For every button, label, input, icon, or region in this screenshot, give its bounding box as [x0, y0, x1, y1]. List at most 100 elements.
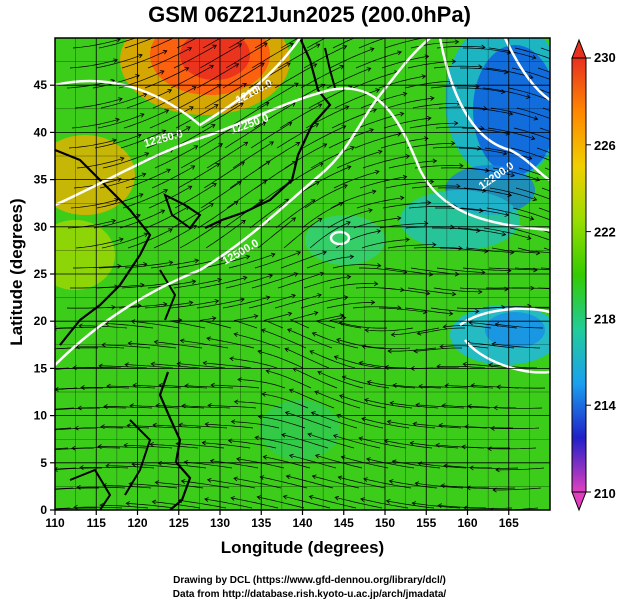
streamline-arrowhead: [168, 260, 174, 266]
streamline: [393, 384, 442, 389]
streamline: [307, 433, 355, 449]
streamline: [98, 446, 147, 449]
streamline: [461, 446, 510, 449]
streamline: [179, 424, 228, 429]
streamline-arrowhead: [245, 254, 251, 260]
streamline: [469, 467, 519, 469]
streamline: [79, 325, 128, 329]
streamline-arrowhead: [23, 430, 27, 434]
streamline: [72, 367, 122, 369]
streamline-arrowhead: [100, 424, 105, 430]
streamline-arrowhead: [462, 361, 467, 367]
streamline: [100, 504, 149, 509]
streamline-arrowhead: [72, 365, 77, 371]
streamline-arrowhead: [119, 237, 124, 243]
x-tick-label: 165: [499, 516, 519, 530]
streamline: [339, 322, 388, 329]
streamline: [409, 122, 458, 129]
streamline-arrowhead: [263, 42, 268, 47]
streamline-arrowhead: [320, 83, 326, 89]
streamline-arrowhead: [531, 54, 537, 60]
streamline-arrowhead: [553, 160, 557, 164]
streamline-arrowhead: [55, 386, 59, 392]
streamline: [334, 89, 380, 109]
streamline: [122, 189, 168, 209]
streamline-arrowhead: [494, 322, 500, 327]
streamline: [466, 487, 516, 489]
streamline-arrowhead: [166, 30, 170, 34]
streamline-arrowhead: [191, 279, 197, 285]
streamline: [158, 462, 207, 469]
streamline-arrowhead: [484, 167, 490, 173]
streamline-arrowhead: [341, 125, 347, 130]
streamline: [387, 421, 436, 429]
streamline-arrowhead: [317, 370, 322, 376]
streamline: [536, 147, 550, 154]
streamline-arrowhead: [158, 382, 163, 388]
streamline-arrowhead: [202, 360, 208, 366]
streamline-arrowhead: [358, 360, 364, 366]
streamline-arrowhead: [212, 183, 217, 188]
streamline: [121, 282, 170, 289]
streamline: [287, 328, 333, 349]
streamline-arrowhead: [496, 384, 501, 390]
streamline-arrowhead: [491, 341, 497, 347]
streamline-arrowhead: [214, 299, 220, 304]
streamline-arrowhead: [137, 133, 142, 139]
streamline-arrowhead: [209, 203, 214, 208]
streamline-arrowhead: [377, 149, 383, 155]
streamline: [225, 42, 268, 69]
streamline-arrowhead: [242, 275, 248, 281]
streamline: [205, 220, 246, 249]
streamline: [283, 495, 331, 509]
streamline-arrowhead: [443, 463, 448, 469]
streamline: [539, 127, 550, 132]
streamline-arrowhead: [508, 111, 514, 116]
streamline-arrowhead: [309, 350, 315, 355]
streamline-arrowhead: [284, 410, 290, 416]
streamline-arrowhead: [50, 347, 54, 351]
streamline: [253, 102, 296, 129]
streamline: [378, 307, 427, 313]
streamline: [107, 385, 156, 389]
streamline-arrowhead: [373, 281, 379, 287]
streamline: [293, 368, 338, 389]
streamline-arrowhead: [319, 271, 325, 277]
streamline: [445, 385, 494, 389]
streamline: [495, 323, 544, 329]
streamline: [97, 113, 145, 129]
streamline: [204, 83, 247, 109]
streamline: [352, 306, 401, 309]
streamline: [231, 497, 279, 509]
streamline-arrowhead: [424, 136, 429, 142]
streamline: [404, 80, 453, 89]
x-tick-label: 135: [251, 516, 271, 530]
streamline-arrowhead: [230, 419, 236, 425]
streamline: [131, 320, 180, 329]
streamline-arrowhead: [530, 135, 536, 141]
streamline: [105, 323, 154, 329]
streamline-arrowhead: [529, 216, 535, 221]
streamline: [177, 163, 220, 189]
streamline-arrowhead: [180, 479, 186, 484]
streamline-arrowhead: [415, 402, 420, 408]
streamline: [201, 102, 244, 129]
streamline-arrowhead: [184, 383, 189, 389]
streamline-arrowhead: [478, 64, 483, 70]
streamline-arrowhead: [265, 369, 271, 374]
streamline: [286, 475, 334, 489]
streamline-arrowhead: [207, 403, 212, 408]
streamline-arrowhead: [456, 183, 461, 189]
streamline: [388, 160, 437, 169]
streamline: [256, 82, 299, 109]
streamline-arrowhead: [288, 453, 294, 459]
streamline: [232, 141, 274, 169]
streamline: [493, 487, 542, 491]
streamline: [439, 247, 488, 252]
streamline: [387, 244, 436, 249]
streamline: [55, 327, 102, 329]
streamline: [329, 48, 374, 69]
streamline: [356, 197, 404, 209]
streamline: [159, 384, 208, 389]
